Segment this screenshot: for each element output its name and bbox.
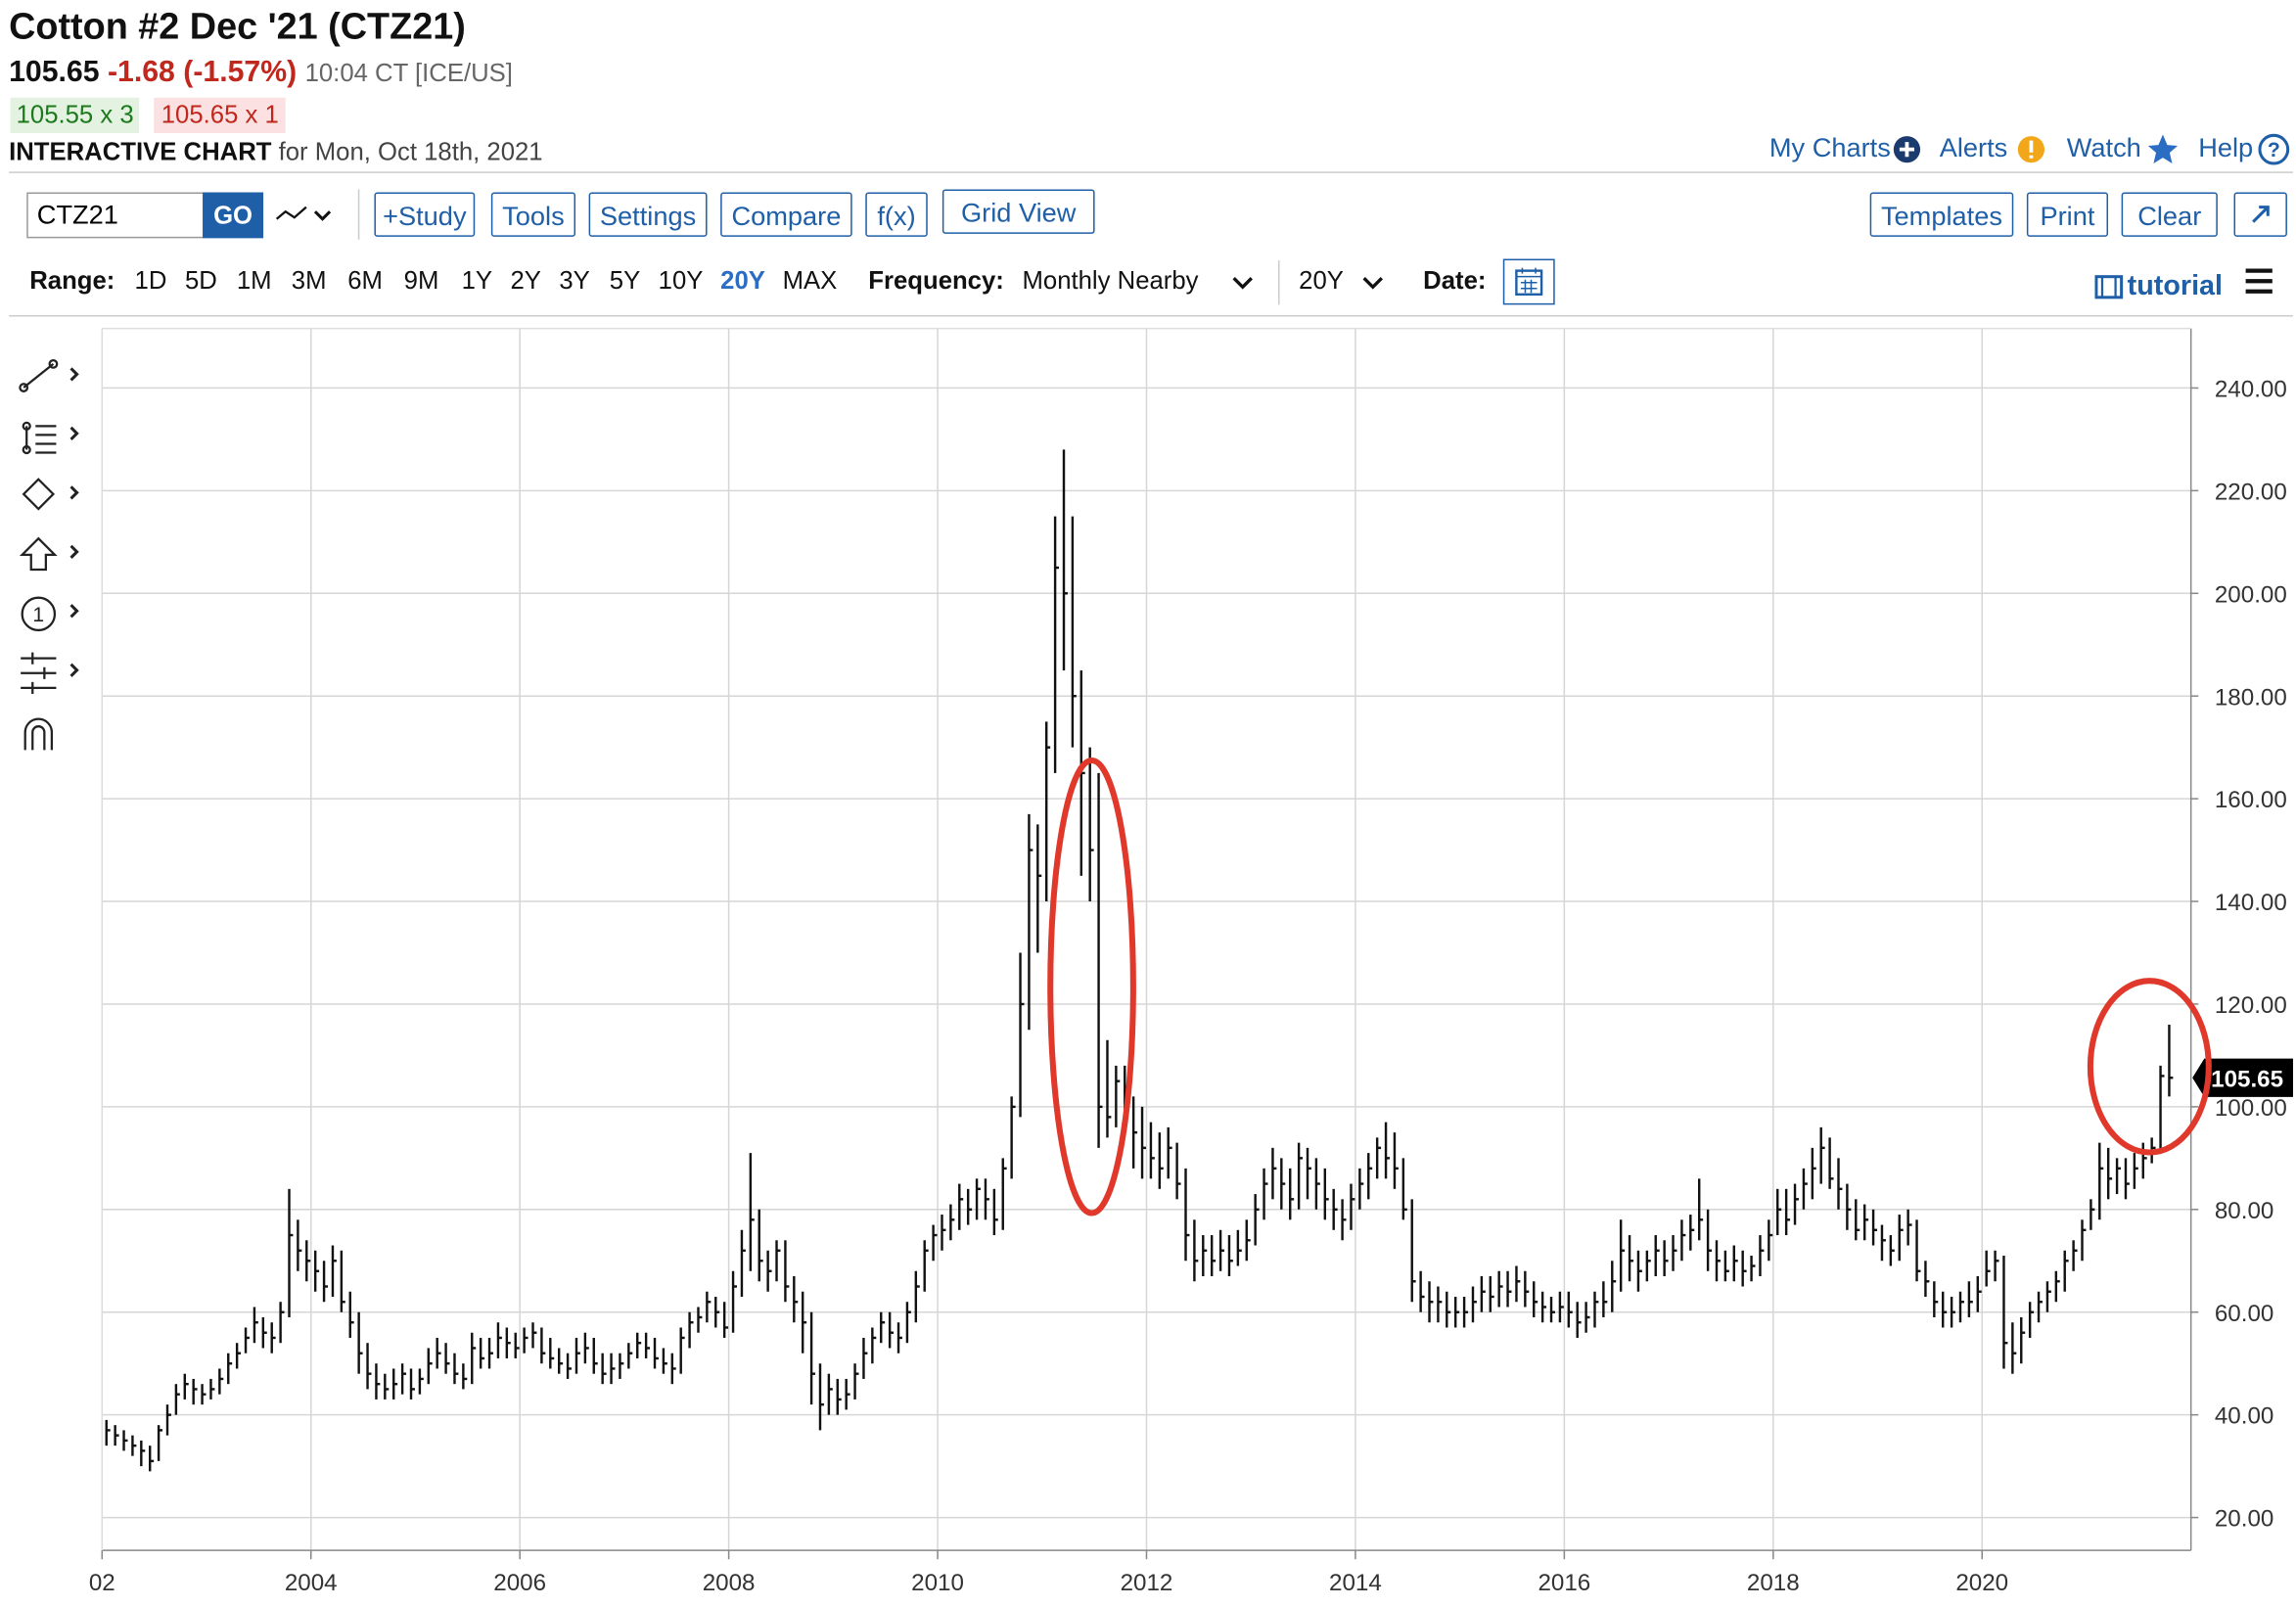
x-tick-label: 2014 [1329,1570,1382,1596]
y-tick-label: 60.00 [2215,1301,2274,1327]
range-item[interactable]: 9M [403,266,439,295]
toolbar-button[interactable]: f(x) [865,192,928,237]
period-select[interactable]: 20Y [1299,266,1344,295]
chart-label: INTERACTIVE CHART [9,137,272,166]
toolbar-button[interactable]: Templates [1869,192,2014,237]
y-tick-label: 200.00 [2215,581,2287,608]
y-tick-label: 220.00 [2215,479,2287,505]
toolbar-button[interactable]: Settings [588,192,708,237]
range-item[interactable]: 5D [184,266,217,295]
date-label: Date: [1423,266,1487,295]
range-item[interactable]: 3M [291,266,327,295]
separator [1278,260,1280,305]
chevron [1232,277,1253,290]
frequency-label: Frequency: [868,266,1004,295]
chart-type[interactable] [274,202,336,231]
icon [2017,136,2045,163]
x-tick-label: 2020 [1955,1570,2008,1596]
icon: ? [2258,133,2290,165]
range-item[interactable]: 5Y [609,266,641,295]
expand-button[interactable] [2233,192,2287,237]
y-tick-label: 40.00 [2215,1403,2274,1430]
y-tick-label: 120.00 [2215,992,2287,1019]
last-price-tag [2192,1058,2293,1097]
toolbar-button[interactable]: Print [2026,192,2109,237]
ask: 105.65 x 1 [154,97,287,134]
y-tick-label: 80.00 [2215,1198,2274,1224]
svg-text:1: 1 [32,604,44,626]
chart-date: for Mon, Oct 18th, 2021 [278,137,543,166]
range-item[interactable]: 10Y [658,266,704,295]
x-tick-label: 2008 [703,1570,756,1596]
x-tick-label: 2004 [285,1570,338,1596]
toolbar-button[interactable]: Grid View [941,189,1095,234]
y-tick-label: 240.00 [2215,376,2287,402]
range-item[interactable]: MAX [782,266,838,295]
icon [2094,275,2124,299]
chart-heading: INTERACTIVE CHART for Mon, Oct 18th, 202… [9,138,543,167]
icon [1893,136,1921,163]
tutorial-link[interactable]: tutorial [2127,270,2224,302]
range-item[interactable]: 20Y [720,266,765,295]
nav-link[interactable]: Watch [2066,133,2141,163]
y-tick-label: 140.00 [2215,890,2287,916]
range-item[interactable]: 2Y [510,266,541,295]
divider [9,171,2293,173]
toolbar-button[interactable]: +Study [374,192,476,237]
nav-link[interactable]: Help [2198,133,2254,163]
title: Cotton #2 Dec '21 (CTZ21) [9,6,466,48]
range-item[interactable]: 1D [134,266,167,295]
y-tick-label: 100.00 [2215,1095,2287,1122]
range-item[interactable]: 1M [236,266,272,295]
go-button[interactable]: GO [203,192,264,239]
nav-link[interactable]: Alerts [1939,133,2008,163]
range-item[interactable]: 1Y [461,266,493,295]
last-price-label: 105.65 [2211,1066,2283,1092]
icon [2147,134,2179,164]
divider [9,314,2293,317]
quote-line: 105.65 -1.68 (-1.57%) 10:04 CT [ICE/US] [9,56,513,90]
chevron [1362,277,1384,290]
toolbar-button[interactable]: Tools [490,192,576,237]
symbol-input[interactable]: CTZ21 [26,192,205,239]
y-tick-label: 160.00 [2215,787,2287,813]
toolbar-button[interactable]: Compare [720,192,852,237]
x-tick-label: 2018 [1747,1570,1800,1596]
time: 10:04 CT [ICE/US] [304,59,513,88]
x-tick-label: 2016 [1538,1570,1590,1596]
price: 105.65 [9,56,100,89]
x-tick-label: 02 [89,1570,115,1596]
separator [357,189,360,240]
nav-link[interactable]: My Charts [1768,133,1891,163]
frequency-select[interactable]: Monthly Nearby [1022,266,1199,295]
change: -1.68 (-1.57%) [107,56,298,89]
bid: 105.55 x 3 [10,97,140,134]
x-tick-label: 2010 [911,1570,964,1596]
x-tick-label: 2012 [1121,1570,1173,1596]
calendar-button[interactable] [1502,258,1555,305]
range-item[interactable]: 6M [347,266,383,295]
y-tick-label: 180.00 [2215,684,2287,711]
toolbar-button[interactable]: Clear [2121,192,2218,237]
svg-text:?: ? [2268,139,2280,161]
range-label: Range: [29,266,115,295]
menu[interactable] [2244,266,2273,296]
drawing-tools[interactable]: 1 [15,355,89,769]
y-tick-label: 20.00 [2215,1506,2274,1533]
x-tick-label: 2006 [493,1570,546,1596]
range-item[interactable]: 3Y [559,266,590,295]
